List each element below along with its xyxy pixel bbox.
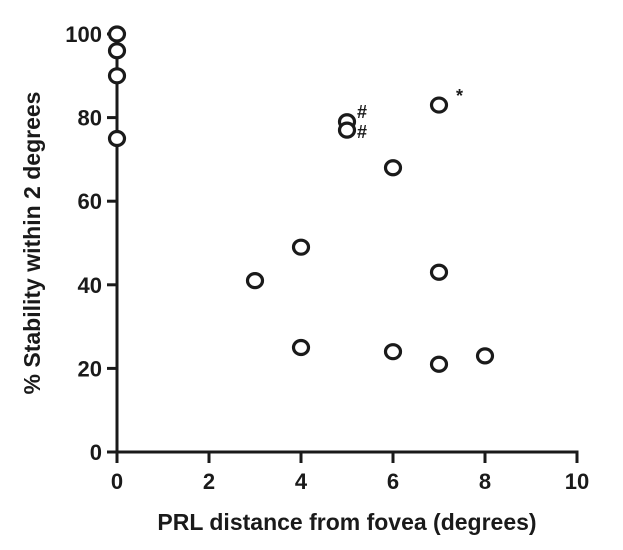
y-tick-label: 20 (78, 356, 102, 381)
data-point (107, 67, 127, 85)
data-point (107, 42, 127, 60)
data-point (383, 159, 403, 177)
y-tick-label: 100 (65, 22, 102, 47)
data-points: ## * (107, 25, 495, 373)
y-tick-label: 40 (78, 273, 102, 298)
data-point (429, 355, 449, 373)
x-tick-label: 6 (387, 469, 399, 494)
data-point (475, 347, 495, 365)
x-tick-label: 0 (111, 469, 123, 494)
point-annotation: # (357, 102, 367, 122)
axis-labels: PRL distance from fovea (degrees) % Stab… (19, 92, 537, 535)
data-point (107, 25, 127, 43)
x-tick-label: 4 (295, 469, 308, 494)
y-tick-label: 80 (78, 106, 102, 131)
axes: 0 20 40 60 80 100 0 2 4 6 8 10 (65, 22, 589, 494)
x-tick-label: 10 (565, 469, 589, 494)
data-point (291, 238, 311, 256)
x-axis-title: PRL distance from fovea (degrees) (157, 509, 536, 535)
data-point (245, 272, 265, 290)
data-point (429, 96, 449, 114)
x-tick-label: 2 (203, 469, 215, 494)
y-axis-title: % Stability within 2 degrees (19, 92, 45, 395)
data-point (337, 121, 357, 139)
data-point (107, 129, 127, 148)
point-annotation: * (456, 86, 463, 106)
data-point (429, 263, 449, 281)
x-tick-label: 8 (479, 469, 491, 494)
point-annotation: # (357, 122, 367, 142)
data-point (383, 343, 403, 361)
data-point (291, 338, 311, 357)
y-tick-label: 60 (78, 189, 102, 214)
y-tick-label: 0 (90, 440, 102, 465)
